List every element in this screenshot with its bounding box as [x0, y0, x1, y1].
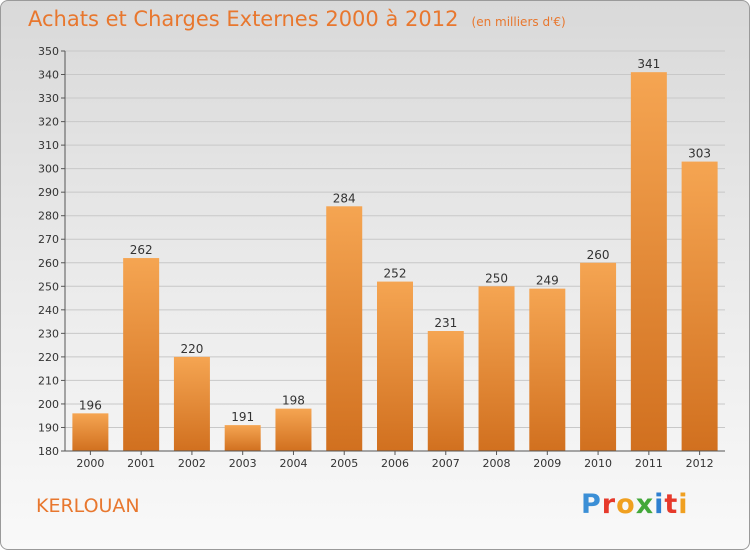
- bar-2001: [123, 258, 160, 451]
- data-label-2012: 303: [688, 147, 711, 161]
- x-tick-label-2008: 2008: [483, 457, 511, 470]
- x-tick-label-2009: 2009: [533, 457, 561, 470]
- bars: 196 262 220 191 198 284 252 231 250 249 260 341 303: [72, 57, 718, 452]
- x-tick-label-2010: 2010: [584, 457, 612, 470]
- chart-title: Achats et Charges Externes 2000 à 2012 (…: [28, 7, 566, 31]
- x-tick-label-2011: 2011: [635, 457, 663, 470]
- data-label-2003: 191: [231, 410, 254, 424]
- data-label-2009: 249: [536, 274, 559, 288]
- data-label-2000: 196: [79, 398, 102, 412]
- y-tick-label: 320: [38, 116, 59, 129]
- bar-2008: [478, 286, 515, 451]
- y-tick-label: 220: [38, 351, 59, 364]
- y-tick-label: 290: [38, 186, 59, 199]
- bar-2006: [377, 281, 413, 451]
- y-tick-label: 200: [38, 398, 59, 411]
- bar-2002: [173, 356, 210, 451]
- y-tick-label: 340: [38, 69, 59, 82]
- y-tick-label: 180: [38, 445, 59, 458]
- data-label-2011: 341: [637, 57, 660, 71]
- bar-2007: [427, 331, 464, 451]
- bar-2011: [630, 72, 667, 452]
- y-tick-label: 250: [38, 280, 59, 293]
- x-tick-label-2001: 2001: [127, 457, 155, 470]
- y-tick-label: 280: [38, 210, 59, 223]
- x-tick-label-2012: 2012: [686, 457, 714, 470]
- x-tick-label-2003: 2003: [229, 457, 257, 470]
- x-tick-label-2002: 2002: [178, 457, 206, 470]
- bar-2004: [275, 408, 312, 451]
- y-tick-label: 310: [38, 139, 59, 152]
- proxiti-logo[interactable]: Proxiti: [581, 489, 689, 520]
- y-tick-label: 190: [38, 421, 59, 434]
- x-tick-label-2005: 2005: [330, 457, 358, 470]
- y-tick-label: 330: [38, 92, 59, 105]
- bar-2009: [529, 288, 566, 451]
- data-label-2007: 231: [434, 316, 457, 330]
- data-label-2001: 262: [130, 243, 153, 257]
- data-label-2005: 284: [333, 191, 356, 205]
- y-tick-label: 270: [38, 233, 59, 246]
- axes: 180 190 200 210 220 230 240 250 260 270 280 290 300 3…: [38, 45, 725, 470]
- y-tick-label: 260: [38, 257, 59, 270]
- y-tick-label: 350: [38, 45, 59, 58]
- x-tick-label-2006: 2006: [381, 457, 409, 470]
- data-label-2002: 220: [180, 342, 203, 356]
- data-label-2006: 252: [384, 267, 407, 281]
- bar-2003: [224, 425, 261, 451]
- x-tick-label-2000: 2000: [76, 457, 104, 470]
- bar-2005: [326, 206, 363, 451]
- y-tick-label: 300: [38, 163, 59, 176]
- bar-2000: [72, 413, 109, 451]
- chart-unit-note: (en milliers d'€): [471, 15, 566, 29]
- y-tick-label: 210: [38, 374, 59, 387]
- x-tick-label-2007: 2007: [432, 457, 460, 470]
- data-label-2010: 260: [587, 248, 610, 262]
- data-label-2008: 250: [485, 271, 508, 285]
- chart-title-main: Achats et Charges Externes 2000 à 2012: [28, 7, 459, 31]
- y-tick-label: 240: [38, 304, 59, 317]
- data-label-2004: 198: [282, 394, 305, 408]
- x-tick-label-2004: 2004: [279, 457, 307, 470]
- bar-2010: [580, 262, 617, 451]
- bar-2012: [681, 161, 718, 451]
- y-tick-label: 230: [38, 327, 59, 340]
- commune-name: KERLOUAN: [36, 495, 140, 517]
